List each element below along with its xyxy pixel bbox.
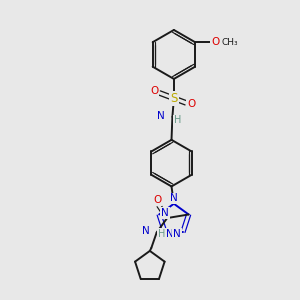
Text: O: O <box>150 86 158 97</box>
Text: N: N <box>173 229 181 239</box>
Text: N: N <box>161 208 169 218</box>
Text: H: H <box>158 229 166 239</box>
Text: CH₃: CH₃ <box>222 38 238 47</box>
Text: H: H <box>174 116 181 125</box>
Text: N: N <box>142 226 150 236</box>
Text: N: N <box>170 194 178 203</box>
Text: O: O <box>153 195 161 205</box>
Text: S: S <box>170 92 178 105</box>
Text: O: O <box>211 37 219 47</box>
Text: N: N <box>157 111 165 121</box>
Text: O: O <box>187 99 195 109</box>
Text: N: N <box>166 229 174 239</box>
